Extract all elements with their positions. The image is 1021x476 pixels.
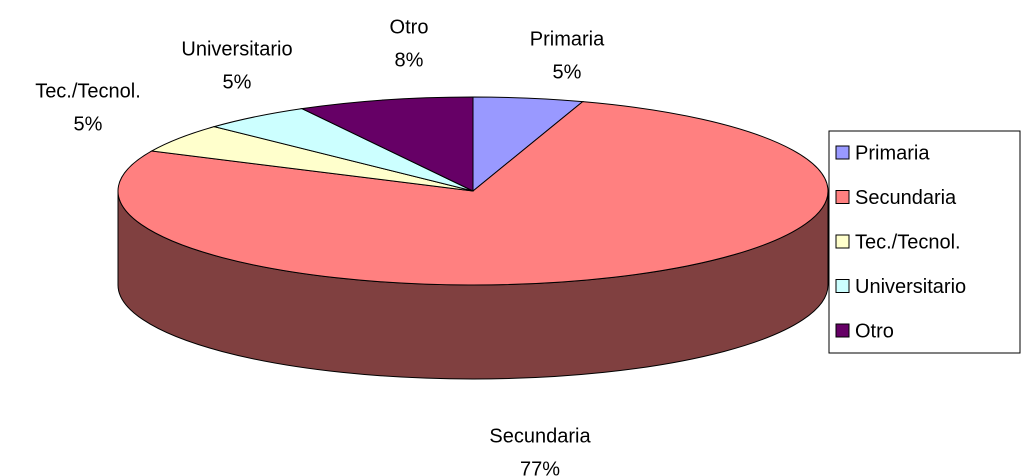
slice-value: 8%: [395, 49, 424, 71]
slice-label: Primaria: [530, 28, 605, 50]
legend-swatch: [835, 323, 850, 338]
legend-swatch: [835, 190, 850, 204]
legend-label: Secundaria: [855, 187, 957, 209]
slice-value: 5%: [223, 71, 252, 93]
slice-value: 5%: [74, 113, 103, 135]
pie-slice: [117, 101, 829, 286]
slice-value: 77%: [520, 458, 560, 476]
legend-box: [828, 130, 1021, 354]
legend-swatch: [835, 145, 850, 160]
legend-label: Universitario: [855, 276, 966, 298]
pie-slice: [300, 96, 474, 192]
slice-label: Otro: [390, 16, 429, 38]
legend-swatch: [835, 279, 850, 293]
slice-label: Universitario: [181, 38, 292, 60]
legend-label: Tec./Tecnol.: [855, 231, 961, 253]
slice-value: 5%: [553, 61, 582, 83]
slice-label: Tec./Tecnol.: [35, 80, 141, 102]
legend-swatch: [835, 234, 850, 249]
slice-label: Secundaria: [489, 425, 591, 447]
legend-label: Otro: [855, 320, 894, 342]
legend-label: Primaria: [855, 142, 930, 164]
